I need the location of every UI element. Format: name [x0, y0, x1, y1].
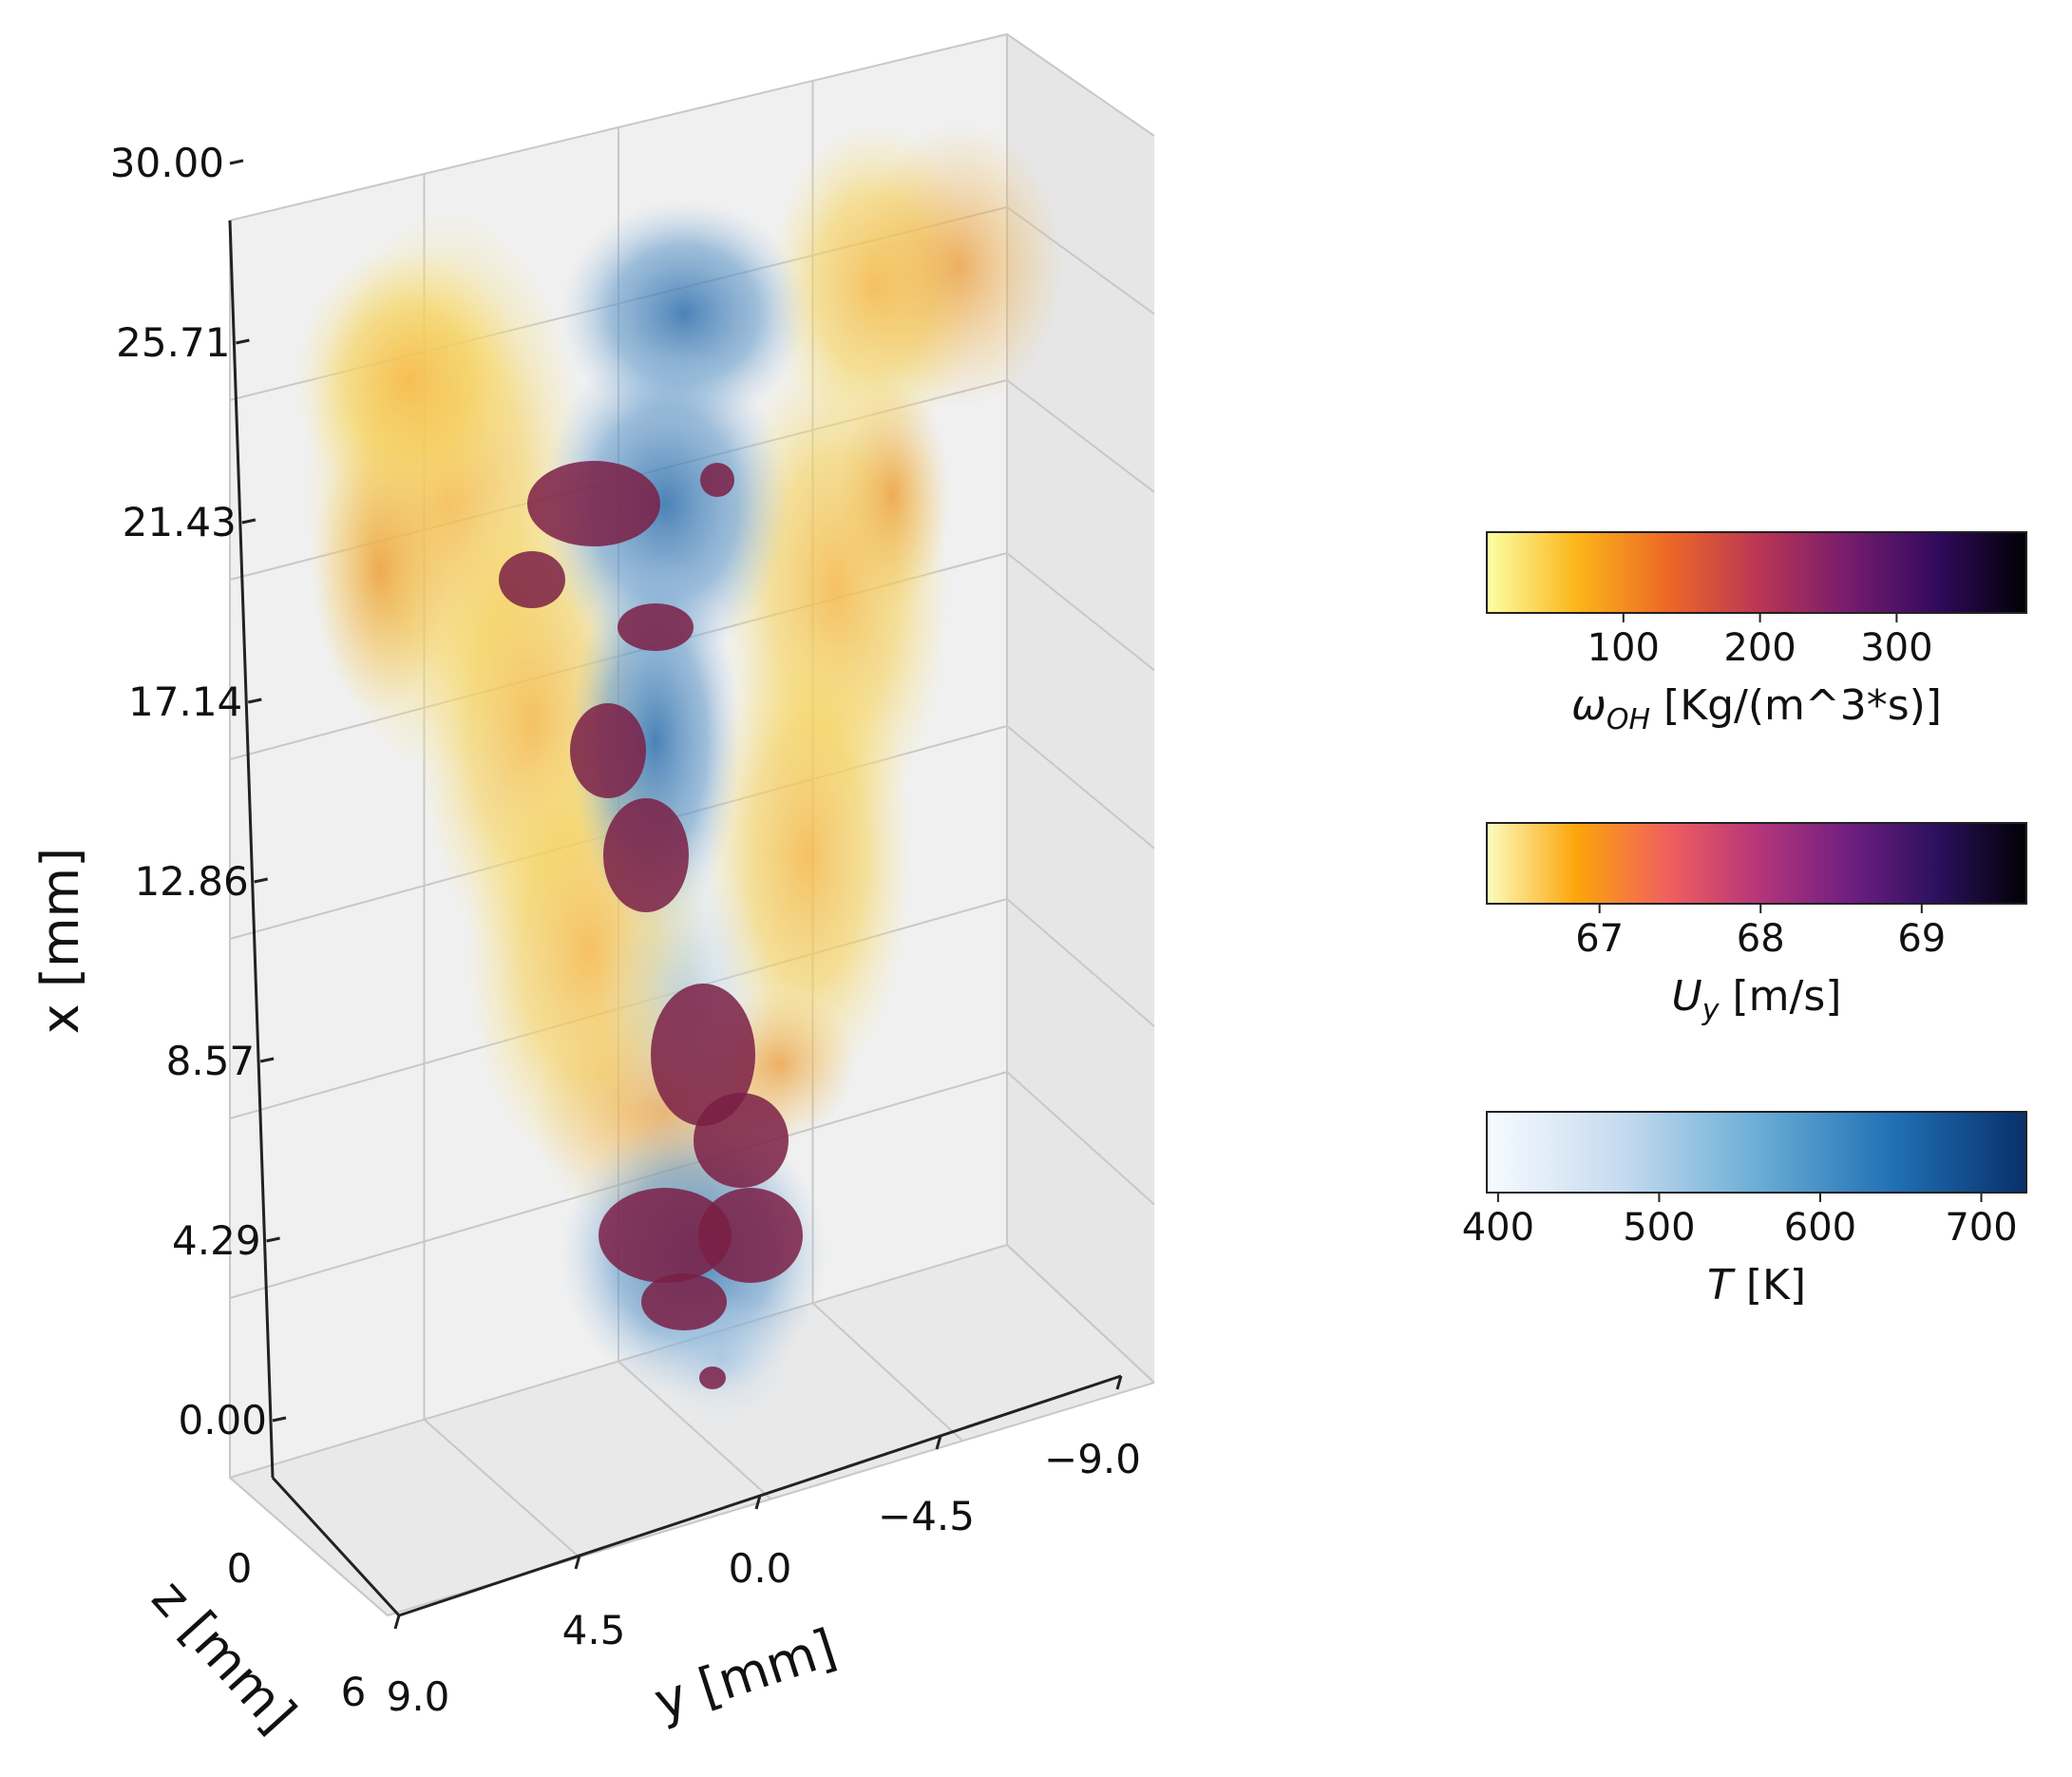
y-axis-label: y [mm]: [647, 1617, 843, 1732]
y-tick-label: 0.0: [729, 1545, 792, 1592]
x-axis-label: x [mm]: [30, 848, 90, 1034]
colorbar-tick-label: 100: [1587, 626, 1660, 670]
colorbar-tick-label: 500: [1623, 1206, 1695, 1250]
colorbar-label: T [K]: [1707, 1261, 1806, 1309]
colorbar-label: ωOH [Kg/(m^3*s)]: [1571, 681, 1942, 736]
z-axis-label: z [mm]: [141, 1568, 308, 1744]
y-tick-label: −4.5: [878, 1493, 975, 1539]
y-ticks: 9.0 4.5 0.0 −4.5 −9.0: [387, 1375, 1141, 1720]
y-tick-label: 4.5: [562, 1607, 626, 1653]
colorbar-tick-label: 68: [1737, 917, 1785, 961]
x-tick-label: 4.29: [172, 1217, 261, 1264]
grid: [229, 32, 1155, 1617]
colorbar-tick-label: 67: [1575, 917, 1624, 961]
x-tick-label: 8.57: [166, 1038, 256, 1084]
y-tick-label: −9.0: [1044, 1436, 1141, 1482]
y-tick-mark: [754, 1495, 762, 1510]
x-tick-label: 30.00: [110, 140, 224, 186]
colorbar-gradient: [1486, 531, 2027, 614]
series-uy: [499, 461, 803, 1389]
x-axis-line: [228, 220, 275, 1479]
colorbar-gradient: [1486, 822, 2027, 905]
y-tick-mark: [393, 1615, 401, 1630]
y-tick-label: 9.0: [387, 1673, 450, 1720]
x-tick-label: 0.00: [178, 1397, 267, 1443]
y-tick-mark: [935, 1435, 942, 1450]
x-tick-label: 21.43: [123, 499, 237, 545]
colorbar: 67 68 69 Uy [m/s]: [1486, 822, 2027, 1027]
colorbar-tick-label: 400: [1462, 1206, 1534, 1250]
z-ticks: 06: [227, 1545, 367, 1715]
x-tick-mark: [229, 159, 244, 165]
colorbar-gradient: [1486, 1111, 2027, 1194]
x-tick-label: 17.14: [128, 678, 242, 725]
x-tick-mark: [254, 877, 269, 884]
x-tick-mark: [241, 518, 257, 525]
z-axis-line: [271, 1476, 401, 1617]
plume-scatter: [295, 124, 1064, 1425]
y-tick-mark: [574, 1555, 581, 1570]
colorbar-tick-label: 69: [1897, 917, 1946, 961]
x-tick-mark: [272, 1416, 287, 1423]
colorbar: 400 500 600 700 T [K]: [1462, 1111, 2027, 1309]
colorbar-label: Uy [m/s]: [1672, 972, 1842, 1027]
colorbar: 100 200 300 ωOH [Kg/(m^3*s)]: [1486, 531, 2027, 736]
grid-line: [229, 1382, 1155, 1617]
grid-line: [1006, 34, 1155, 1384]
x-tick-mark: [236, 338, 250, 345]
colorbar-tick-label: 300: [1860, 626, 1932, 670]
z-tick-label: 0: [227, 1545, 253, 1592]
colorbar-tick-label: 600: [1784, 1206, 1856, 1250]
y-tick-mark: [1115, 1375, 1123, 1390]
x-tick-mark: [259, 1057, 275, 1063]
x-tick-label: 12.86: [134, 858, 248, 905]
z-tick-label: 6: [341, 1669, 367, 1715]
colorbar-tick-label: 200: [1723, 626, 1796, 670]
x-ticks: 0.00 4.29 8.57 12.86 17.14 21.43 25.71 30.00: [110, 140, 287, 1443]
colorbar-tick-label: 700: [1945, 1206, 2017, 1250]
colorbars: 100 200 300 ωOH [Kg/(m^3*s)] 67 68 69 Uy [m/s] 4…: [1462, 531, 2027, 1309]
x-tick-mark: [247, 697, 262, 704]
x-tick-label: 25.71: [116, 319, 230, 366]
floor-pane: [230, 1245, 1154, 1615]
x-tick-mark: [266, 1236, 280, 1243]
back-right-pane: [1007, 34, 1154, 1383]
